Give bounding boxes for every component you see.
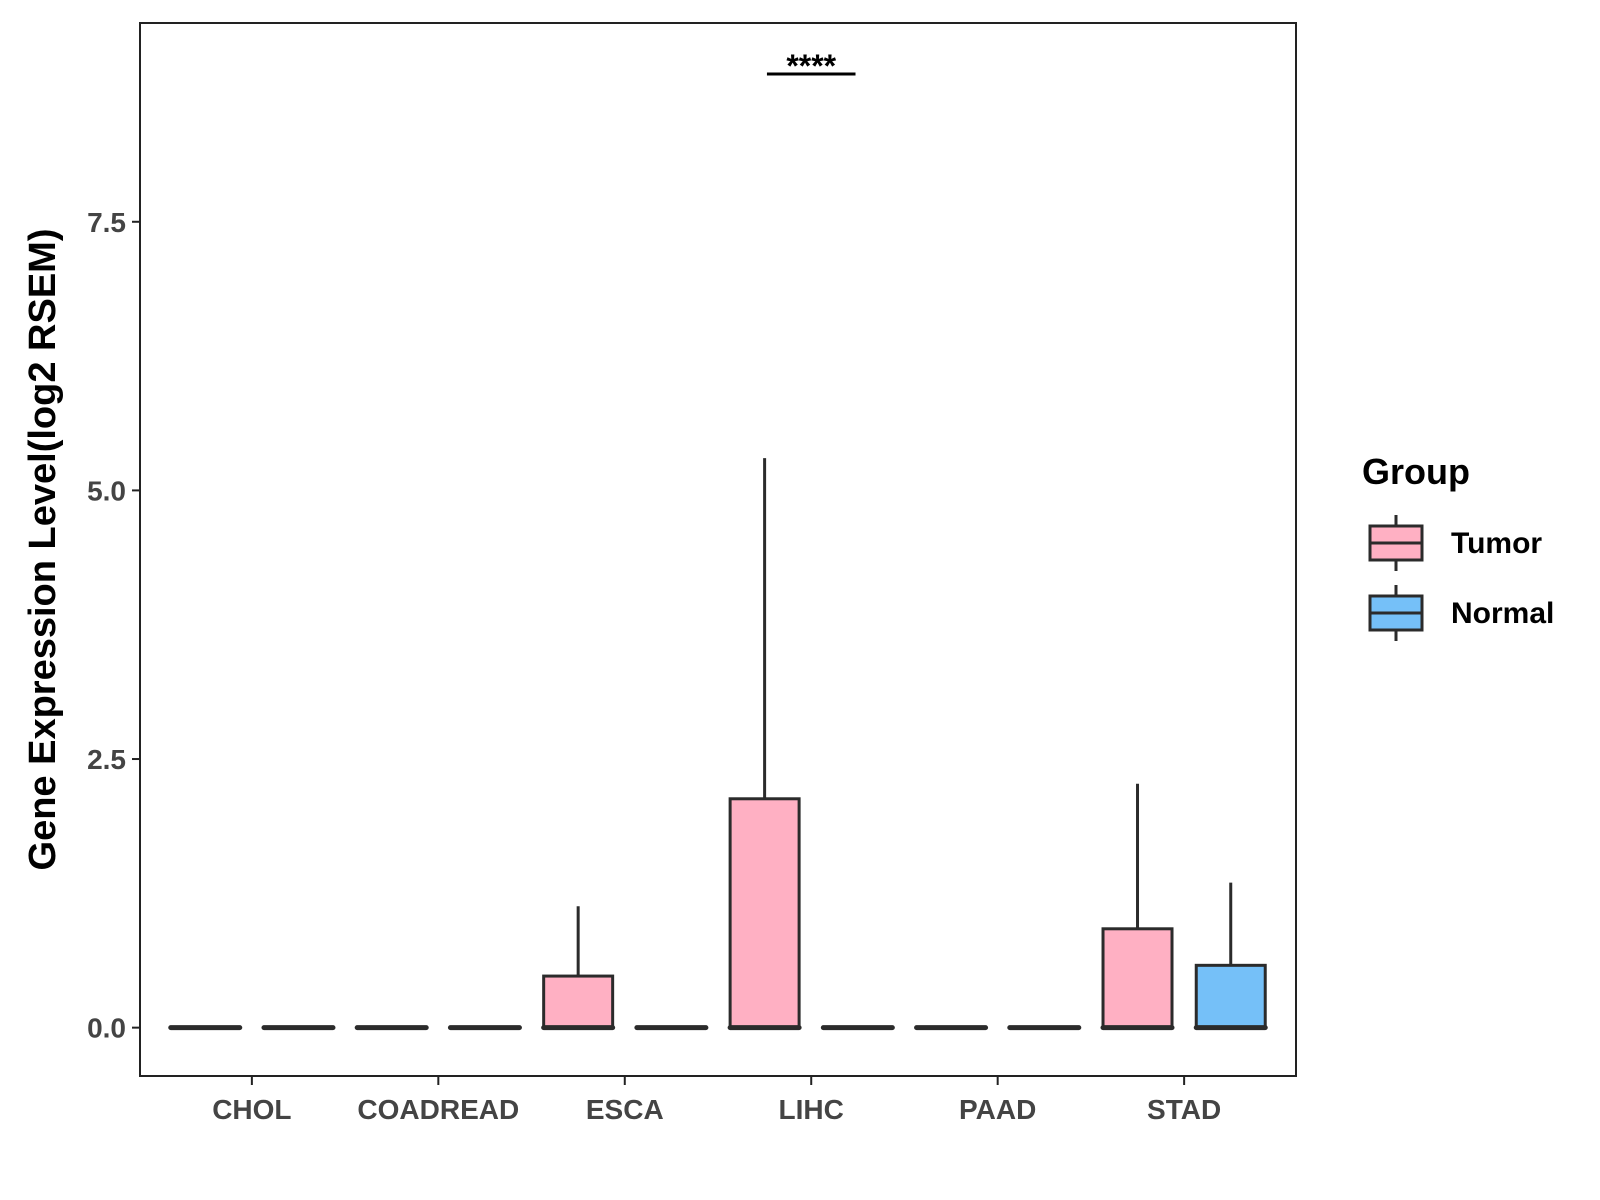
legend-item-tumor: Tumor bbox=[1368, 515, 1542, 571]
box-tumor-stad bbox=[1100, 783, 1175, 1031]
y-tick-label: 2.5 bbox=[87, 744, 126, 775]
y-tick-label: 0.0 bbox=[87, 1013, 126, 1044]
box-body bbox=[1194, 963, 1267, 1030]
box-body bbox=[542, 974, 615, 1030]
x-tick-label: LIHC bbox=[779, 1094, 844, 1125]
boxes-layer bbox=[168, 458, 1268, 1031]
box-normal-stad bbox=[1193, 882, 1268, 1031]
legend-title: Group bbox=[1362, 451, 1470, 492]
legend-label: Tumor bbox=[1451, 527, 1542, 560]
box-body bbox=[1101, 927, 1174, 1030]
y-tick-label: 5.0 bbox=[87, 475, 126, 506]
y-tick-label: 7.5 bbox=[87, 207, 126, 238]
legend: Group Tumor Normal bbox=[1362, 451, 1554, 641]
legend-item-normal: Normal bbox=[1368, 585, 1554, 641]
y-axis-title: Gene Expression Level(log2 RSEM) bbox=[22, 229, 64, 871]
box-body bbox=[728, 797, 801, 1030]
box-tumor-esca bbox=[541, 906, 616, 1031]
significance-label: **** bbox=[786, 48, 836, 84]
x-tick-label: ESCA bbox=[586, 1094, 664, 1125]
x-tick-label: CHOL bbox=[212, 1094, 291, 1125]
x-tick-label: COADREAD bbox=[357, 1094, 519, 1125]
significance-annotations: **** bbox=[766, 48, 856, 84]
box-tumor-lihc bbox=[727, 458, 802, 1031]
legend-label: Normal bbox=[1451, 597, 1554, 630]
plot-panel-border bbox=[139, 22, 1297, 1077]
x-tick-label: STAD bbox=[1147, 1094, 1221, 1125]
x-axis: CHOL COADREAD ESCA LIHC PAAD STAD bbox=[212, 1076, 1221, 1125]
y-axis: 0.0 2.5 5.0 7.5 bbox=[87, 207, 140, 1044]
x-tick-label: PAAD bbox=[959, 1094, 1036, 1125]
